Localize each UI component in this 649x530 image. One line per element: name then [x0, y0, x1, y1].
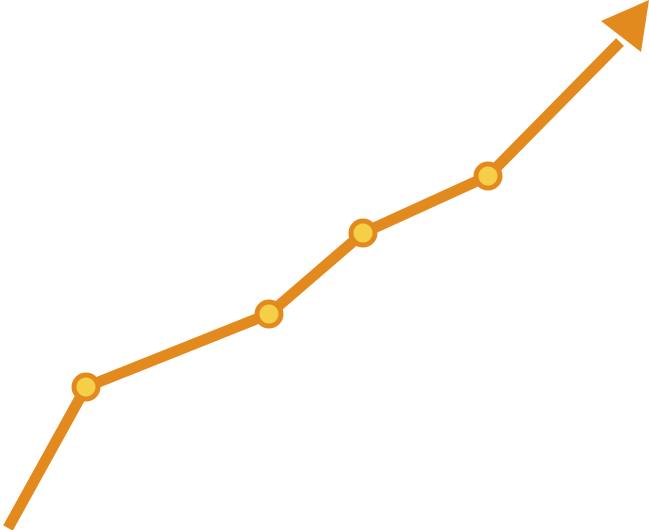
trend-line	[3, 38, 624, 530]
trend-markers	[71, 161, 503, 402]
trend-marker	[348, 218, 378, 248]
arrowhead-icon	[601, 0, 649, 52]
trend-marker	[473, 161, 503, 191]
trend-marker	[254, 299, 284, 329]
trend-marker	[71, 372, 101, 402]
